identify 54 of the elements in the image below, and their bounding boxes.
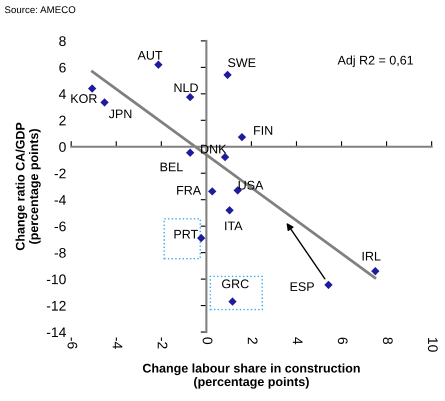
point bbox=[208, 187, 216, 196]
annotation: FIN bbox=[254, 126, 272, 135]
annotation: IRL bbox=[362, 252, 380, 260]
annotation: KOR bbox=[71, 94, 97, 104]
y-tick-label: -14 bbox=[46, 328, 66, 338]
annotation: ITA bbox=[225, 222, 243, 230]
annotation: FRA bbox=[177, 186, 202, 195]
y-tick-label: -8 bbox=[54, 248, 66, 258]
annotation: NLD bbox=[174, 83, 198, 92]
annotation: ESP bbox=[290, 282, 314, 292]
point bbox=[197, 234, 206, 242]
source-note: Source: AMECO bbox=[4, 6, 76, 14]
annotation: USA bbox=[238, 180, 264, 190]
y-tick-label: -2 bbox=[54, 168, 66, 178]
x-tick-label: 4 bbox=[292, 337, 302, 344]
y-tick-label: 0 bbox=[59, 142, 66, 152]
annotation: Adj R2 = 0,61 bbox=[338, 55, 414, 68]
point bbox=[324, 280, 333, 290]
point bbox=[238, 132, 246, 142]
x-tick-label: 0 bbox=[202, 337, 212, 344]
y-tick-label: 8 bbox=[59, 36, 66, 46]
x-tick-label: 2 bbox=[248, 338, 258, 344]
annotation: JPN bbox=[108, 110, 132, 118]
x-axis-title: Change labour share in construction (percentage points) bbox=[142, 363, 360, 389]
x-tick-label: 8 bbox=[382, 337, 393, 344]
annotation: GRC bbox=[222, 279, 249, 288]
point bbox=[225, 206, 234, 214]
y-tick-label: -12 bbox=[46, 300, 66, 311]
point bbox=[186, 148, 194, 157]
point bbox=[223, 70, 232, 80]
x-tick-label: -2 bbox=[158, 338, 168, 349]
annotation: AUT bbox=[138, 51, 162, 60]
point bbox=[186, 92, 194, 102]
y-tick-label: -4 bbox=[54, 195, 66, 205]
point bbox=[100, 98, 109, 107]
y-tick-label: -10 bbox=[46, 274, 66, 284]
annotation: PRT bbox=[174, 230, 198, 239]
y-tick-label: 6 bbox=[59, 62, 66, 73]
x-tick-label: 10 bbox=[428, 338, 438, 352]
point bbox=[220, 152, 230, 162]
y-tick-label: -6 bbox=[54, 222, 66, 232]
annotation: BEL bbox=[160, 162, 183, 172]
point bbox=[371, 266, 380, 276]
annotation: SWE bbox=[228, 58, 256, 68]
point bbox=[228, 297, 237, 306]
x-tick-label: -4 bbox=[112, 338, 122, 349]
x-tick-label: 6 bbox=[338, 338, 348, 344]
y-axis-title: Change ratio CA/GDP (percentage points) bbox=[15, 122, 41, 250]
x-tick-label: -6 bbox=[67, 338, 78, 349]
annotation: DNK bbox=[201, 144, 226, 154]
y-tick-label: 4 bbox=[58, 89, 66, 99]
y-tick-label: 2 bbox=[59, 116, 66, 126]
point bbox=[88, 84, 96, 93]
point bbox=[154, 60, 163, 69]
